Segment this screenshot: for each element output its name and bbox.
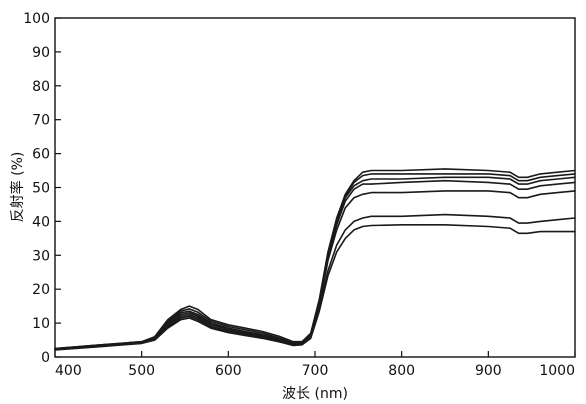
y-tick-label: 50 <box>32 181 50 197</box>
reflectance-series-line <box>54 213 576 351</box>
plot-frame <box>54 17 576 358</box>
x-tick-label: 800 <box>388 363 415 379</box>
x-tick-label: 500 <box>128 363 155 379</box>
x-tick-label: 700 <box>302 363 329 379</box>
y-tick-label: 40 <box>32 214 50 230</box>
y-tick-label: 30 <box>32 248 50 264</box>
y-tick-label: 100 <box>23 11 50 27</box>
axis-ticks: 0 10 20 30 40 50 60 70 80 90 100 400 500 600 700 800 900… <box>23 11 576 379</box>
reflectance-series-line <box>54 224 576 351</box>
y-tick-label: 60 <box>32 147 50 163</box>
x-axis-title: 波长 (nm) <box>282 386 348 402</box>
y-tick-label: 20 <box>32 282 50 298</box>
y-tick-label: 90 <box>32 45 50 61</box>
y-axis-title: 反射率 (%) <box>9 152 26 223</box>
x-tick-label: 1000 <box>539 363 575 379</box>
y-tick-label: 0 <box>41 350 50 366</box>
y-tick-label: 70 <box>32 113 50 129</box>
y-tick-label: 80 <box>32 79 50 95</box>
x-tick-label: 400 <box>55 363 82 379</box>
y-tick-label: 10 <box>32 316 50 332</box>
x-tick-label: 900 <box>475 363 502 379</box>
series-lines <box>54 168 576 351</box>
x-tick-label: 600 <box>215 363 242 379</box>
